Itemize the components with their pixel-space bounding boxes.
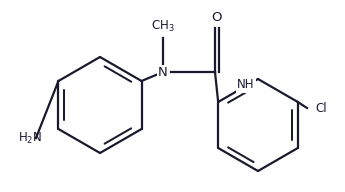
Text: H$_2$N: H$_2$N bbox=[18, 130, 42, 146]
Text: CH$_3$: CH$_3$ bbox=[151, 19, 175, 34]
Text: N: N bbox=[158, 65, 168, 79]
Text: NH: NH bbox=[237, 79, 255, 92]
Text: O: O bbox=[212, 11, 222, 24]
Text: Cl: Cl bbox=[315, 102, 327, 114]
